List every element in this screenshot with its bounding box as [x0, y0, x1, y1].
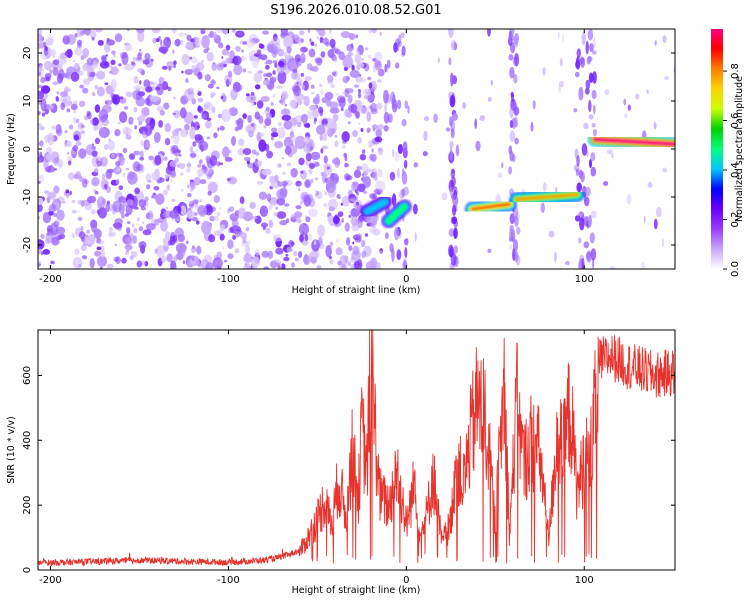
- snr-x-tick-label: 0: [403, 575, 409, 586]
- spectrogram-x-tick-label: 0: [403, 274, 409, 285]
- colorbar-label: Normalized spectral amplitude: [734, 76, 745, 222]
- snr-series-line: [38, 330, 675, 567]
- spectrogram-y-tick-label: 20: [22, 47, 33, 60]
- dropout-band-1: [448, 29, 459, 269]
- snr-panel: -200 -100 0 100 0 200 400 600 Height of straig…: [6, 329, 676, 596]
- dropout-band-3: [574, 31, 598, 269]
- track-3: [465, 197, 517, 216]
- spectrogram-x-tick-label: 100: [575, 274, 594, 285]
- spectrogram-x-tick-label: -200: [39, 274, 62, 285]
- snr-y-tick-label: 400: [22, 431, 33, 450]
- snr-x-tick-label: -200: [39, 575, 62, 586]
- track-4: [509, 187, 585, 207]
- noise-speckle: [38, 29, 386, 269]
- colorbar-tick-label: 0.2: [730, 212, 741, 228]
- snr-x-tick-label: -100: [217, 575, 240, 586]
- snr-frame: [37, 329, 676, 571]
- colorbar: 0.0 0.2 0.4 0.6 0.8 Normalized spectral ampl…: [711, 29, 745, 277]
- colorbar-tick-label: 0.4: [730, 162, 741, 178]
- track-5: [587, 132, 675, 152]
- snr-y-tick-label: 0: [22, 567, 33, 573]
- colorbar-tick-label: 0.6: [730, 113, 741, 129]
- snr-y-tick-label: 600: [22, 366, 33, 385]
- colorbar-tick-label: 0.0: [730, 261, 741, 277]
- track-1: [381, 199, 412, 228]
- chart-title: S196.2026.010.08.52.G01: [270, 3, 441, 18]
- spectrogram-y-axis-label: Frequency (Hz): [6, 113, 17, 185]
- snr-y-tick-label: 200: [22, 496, 33, 515]
- track-0: [360, 194, 392, 219]
- spectrogram-y-tick-label: 10: [22, 95, 33, 108]
- spectrogram-y-tick-label: -10: [22, 189, 33, 205]
- colorbar-tick-label: 0.8: [730, 63, 741, 79]
- spectrogram-x-tick-label: -100: [217, 274, 240, 285]
- dropout-band-0: [383, 38, 409, 262]
- snr-x-axis-label: Height of straight line (km): [292, 585, 421, 596]
- snr-x-tick-label: 100: [575, 575, 594, 586]
- spectrogram-y-tick-label: -20: [22, 237, 33, 253]
- spectrogram-x-axis-label: Height of straight line (km): [292, 285, 421, 296]
- dropout-band-2: [507, 29, 520, 263]
- spectrogram-y-tick-label: 0: [22, 146, 33, 152]
- colorbar-gradient: [711, 29, 723, 269]
- snr-y-axis-label: SNR (10 * v/v): [6, 416, 17, 484]
